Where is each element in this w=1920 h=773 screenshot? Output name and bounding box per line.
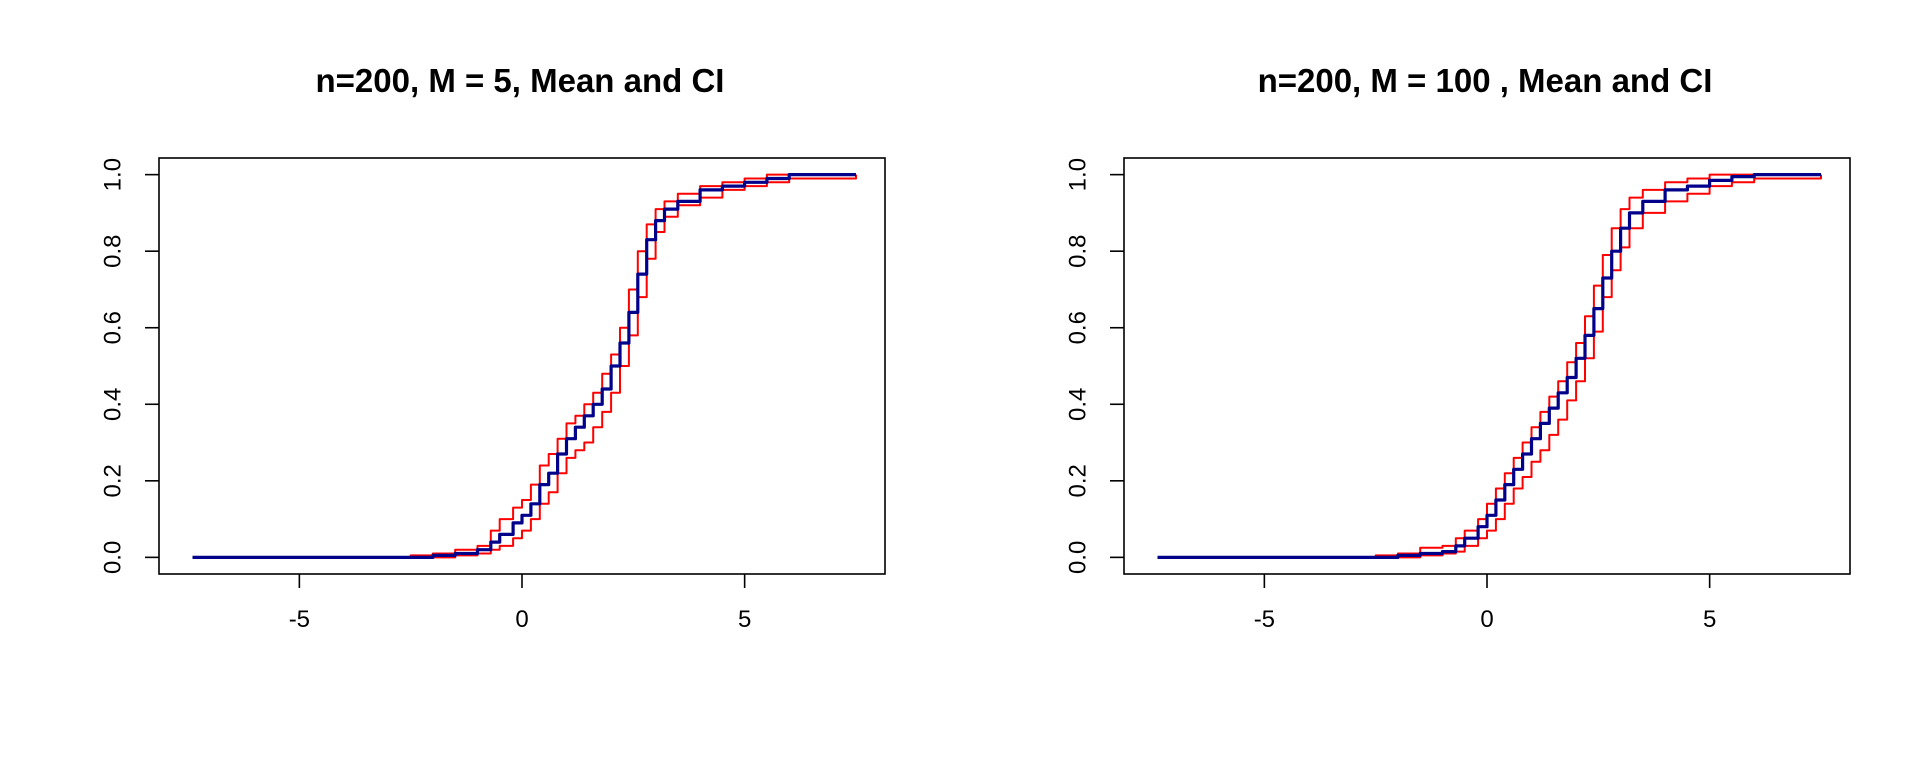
ci-lower-series-line <box>1157 174 1822 559</box>
y-tick-label: 0.6 <box>99 311 126 344</box>
ci-upper-series-line <box>192 173 856 559</box>
ci-upper-series-line <box>1157 173 1821 559</box>
plot-area: -5 0 5 0.0 0.2 0.4 0.6 0.8 1.0 <box>99 158 857 633</box>
y-tick-label: 0.8 <box>1064 234 1091 267</box>
y-tick-label: 0.6 <box>1064 311 1091 344</box>
x-tick-label: 0 <box>1480 606 1493 633</box>
panel-title: n=200, M = 5, Mean and CI <box>316 62 725 99</box>
panel-title: n=200, M = 100 , Mean and CI <box>1258 62 1713 99</box>
x-tick-label: -5 <box>1254 606 1275 633</box>
y-tick-label: 0.2 <box>1064 464 1091 497</box>
plot-area: -5 0 5 0.0 0.2 0.4 0.6 0.8 1.0 <box>1064 158 1822 633</box>
x-tick-label: 0 <box>515 606 528 633</box>
y-tick-label: 0.0 <box>1064 541 1091 574</box>
y-tick-label: 1.0 <box>99 158 126 191</box>
panel-right: n=200, M = 100 , Mean and CI -5 0 5 0.0 0.2 0… <box>1064 62 1851 633</box>
mean-series-line <box>1157 173 1821 559</box>
x-tick-label: 5 <box>1703 606 1716 633</box>
plot-frame <box>158 157 886 575</box>
y-tick-label: 0.2 <box>99 464 126 497</box>
y-tick-label: 0.0 <box>99 541 126 574</box>
x-tick-label: -5 <box>289 606 310 633</box>
y-tick-label: 0.4 <box>99 388 126 421</box>
mean-series-line <box>192 173 856 559</box>
y-tick-label: 0.4 <box>1064 388 1091 421</box>
panel-left: n=200, M = 5, Mean and CI -5 0 5 0.0 0.2 0.4 0… <box>99 62 886 633</box>
x-tick-label: 5 <box>738 606 751 633</box>
y-tick-label: 0.8 <box>99 234 126 267</box>
y-tick-label: 1.0 <box>1064 158 1091 191</box>
